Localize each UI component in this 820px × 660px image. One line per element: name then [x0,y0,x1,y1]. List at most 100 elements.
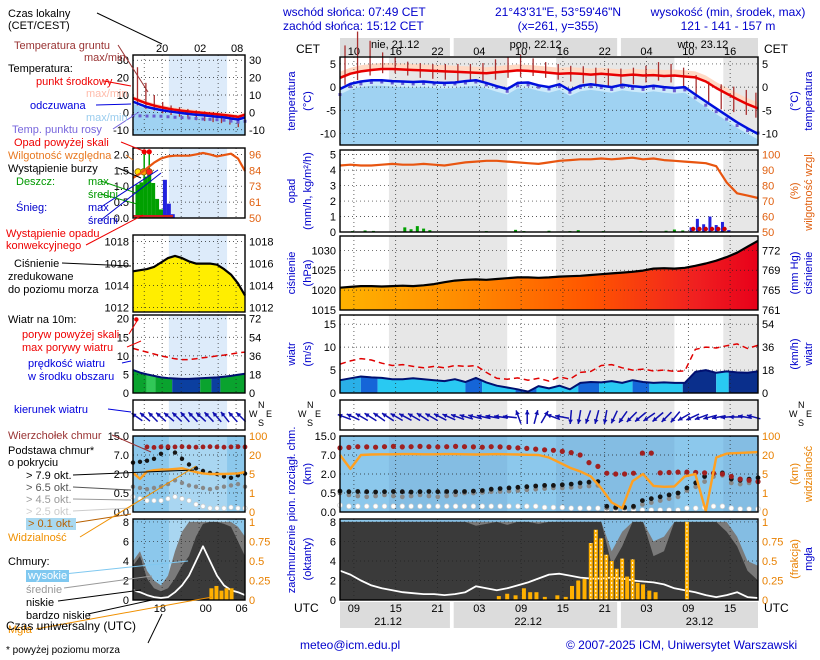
axis-tick: 21 [431,603,443,615]
axis-tick: 0.25 [762,575,783,587]
y-axis-unit-right: (km) [789,463,801,485]
main-pressure-panel [339,235,759,311]
y-axis-unit-right: (°C) [789,91,801,111]
axis-tick: 20 [249,450,261,462]
axis-tick: 30 [249,55,261,67]
legend-okt-65: > 6.5 okt. [26,482,72,494]
axis-tick: 4 [123,556,129,568]
axis-tick: 8 [123,517,129,529]
axis-tick: 90 [762,165,774,177]
axis-tick: 10 [515,46,527,58]
contact-email-link[interactable]: meteo@icm.edu.pl [300,638,401,652]
legend-konwekcyjny: Wystąpienie opadu [6,228,100,240]
axis-tick: 73 [249,181,261,193]
axis-tick: 16 [390,46,402,58]
axis-tick: 1014 [105,281,129,293]
legend-podstawa-2: o pokryciu [8,457,59,469]
axis-tick: 0.5 [249,556,264,568]
axis-tick: 5 [762,469,768,481]
axis-tick: 1018 [105,237,129,249]
y-axis-label-right: wiatr [803,342,815,366]
legend-mgla: Mgła [8,624,32,636]
sunrise-text: wschód słońca: 07:49 CET [283,5,426,19]
axis-tick: 18 [762,365,774,377]
legend-snieg-max: max [88,202,109,214]
compass-e: E [266,409,273,419]
y-axis-unit-left: (m/s) [302,341,314,367]
y-axis-label-right: temperatura [803,71,815,131]
axis-tick: 1012 [249,303,273,315]
y-axis-unit-left: (oktanty) [302,537,314,581]
axis-tick: 03 [473,603,485,615]
cet-label-right: CET [764,42,788,56]
axis-tick: -10 [113,125,129,137]
axis-tick: nie, 21.12 [371,39,419,51]
axis-tick: 0 [330,82,336,94]
axis-tick: 2.0 [321,469,336,481]
legend-bardzo-niskie: bardzo niskie [26,610,91,622]
location-coords: 21°43'31"E, 53°59'46"N (x=261, y=355) [468,5,648,33]
axis-tick: 2.0 [114,149,129,161]
legend-chmury: Chmury: [8,556,50,568]
axis-tick: 0.5 [114,197,129,209]
legend-deszcz: Deszcz: [16,176,56,188]
axis-tick: 15 [557,603,569,615]
axis-tick: 1020 [312,285,336,297]
axis-tick: 100 [249,431,267,443]
copyright-text: © 2007-2025 ICM, Uniwersytet Warszawski [566,638,798,652]
axis-tick: 5 [330,365,336,377]
axis-tick: 04 [640,46,652,58]
axis-tick: 5 [249,469,255,481]
axis-tick: 10 [682,46,694,58]
coords-line2: (x=261, y=355) [517,19,599,33]
axis-tick: 08 [231,43,243,55]
altitude-label: wysokość (min, środek, max) [650,5,806,19]
axis-tick: 765 [762,285,780,297]
axis-tick: 1012 [105,303,129,315]
y-axis-label-right: wilgotność wzgl. [803,151,815,231]
axis-tick: 0 [762,595,768,607]
compass-e: E [806,409,813,419]
axis-tick: 100 [762,431,780,443]
axis-tick: 0 [762,507,768,519]
main-cloud-cover-panel [339,518,759,601]
axis-tick: 7.0 [114,450,129,462]
main-wind-direction-panel [337,399,761,431]
y-axis-label-left: ciśnienie [286,251,298,295]
legend-max-porywy: max porywy wiatru [22,342,114,354]
axis-tick: 15 [324,319,336,331]
legend-okt-01: > 0.1 okt. [26,518,76,530]
compass-s: S [798,418,805,428]
axis-tick: 84 [249,165,261,177]
compass-n: N [258,400,265,410]
y-axis-label-right: mgła [803,547,815,571]
axis-tick: 20 [156,43,168,55]
y-axis-unit-left: (km) [302,463,314,485]
axis-tick: 0.5 [114,488,129,500]
axis-tick: 1 [249,488,255,500]
axis-tick: 36 [249,351,261,363]
legend-predkosc-2: w środku obszaru [28,371,115,383]
mini-temperature-panel [131,54,247,136]
legend-punkt-rosy: Temp. punktu rosy [12,124,102,136]
axis-tick: 72 [249,314,261,326]
axis-tick: 0.0 [321,507,336,519]
axis-tick: 0 [123,107,129,119]
y-axis-label-left: zachmurzenie [286,524,298,594]
y-axis-unit-right: (km/h) [789,338,801,370]
axis-tick: -5 [326,105,336,117]
axis-tick: 50 [762,227,774,239]
axis-tick: 10 [348,46,360,58]
legend-cisnienie-3: do poziomu morza [8,284,99,296]
legend-temp-gruntu-2: max/min [84,52,126,64]
legend-temp-gruntu: Temperatura gruntu [14,40,110,52]
axis-tick: 2.0 [114,469,129,481]
y-axis-unit-right: (%) [789,182,801,200]
axis-tick: 1025 [312,265,336,277]
legend-wysokie: wysokie [26,570,70,582]
axis-tick: -10 [320,128,336,140]
axis-tick: 20 [249,73,261,85]
